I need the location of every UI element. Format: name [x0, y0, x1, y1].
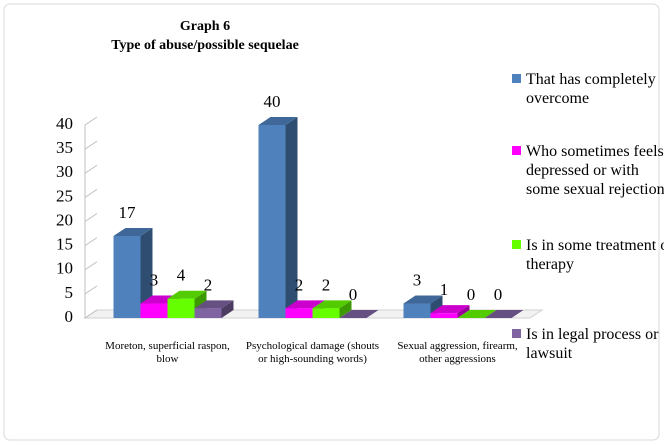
- y-tick: [84, 285, 98, 295]
- legend-swatch: [512, 329, 521, 338]
- bar: [167, 298, 195, 318]
- legend-entry: Who sometimes feels depressed or with so…: [512, 142, 664, 199]
- y-tick: [84, 140, 98, 150]
- bar-side: [457, 305, 470, 318]
- value-label: 3: [150, 270, 159, 289]
- value-label: 0: [467, 285, 476, 304]
- y-tick-label: 10: [56, 259, 73, 278]
- x-tick-label: Sexual aggression, firearm, other aggres…: [397, 340, 518, 365]
- frame: [3, 3, 660, 441]
- bar-top: [167, 290, 207, 299]
- value-label: 17: [119, 203, 137, 222]
- bar-top: [403, 295, 443, 304]
- y-tick-label: 40: [56, 114, 73, 133]
- bar: [194, 308, 222, 318]
- bar-top: [430, 305, 470, 314]
- bar-side: [140, 227, 153, 318]
- x-tick-label: Psychological damage (shouts or high-sou…: [245, 340, 380, 365]
- y-tick-label: 15: [56, 235, 73, 254]
- value-label: 2: [204, 275, 213, 294]
- value-label: 2: [295, 275, 304, 294]
- y-tick-label: 20: [56, 210, 73, 229]
- value-label: 4: [177, 266, 186, 285]
- bar-side: [285, 117, 298, 318]
- bar-top: [194, 300, 234, 309]
- legend-swatch: [512, 74, 521, 83]
- chart-subtitle: Type of abuse/possible sequelae: [111, 38, 299, 53]
- y-tick-label: 5: [65, 283, 74, 302]
- value-label: 3: [413, 270, 422, 289]
- bar: [258, 125, 286, 318]
- legend-swatch: [512, 146, 521, 155]
- y-tick-label: 30: [56, 162, 73, 181]
- x-tick-label: Moreton, superficial raspon, blow: [105, 340, 230, 365]
- y-tick: [84, 213, 98, 222]
- y-tick-label: 25: [56, 186, 73, 205]
- bar-top: [457, 310, 497, 318]
- y-tick: [84, 309, 98, 319]
- bar: [430, 313, 458, 318]
- y-tick: [84, 237, 98, 247]
- legend-entry: Is in some treatment or therapy: [512, 236, 664, 274]
- bar-top: [113, 227, 153, 236]
- y-tick-label: 35: [56, 138, 73, 157]
- bar: [312, 308, 340, 318]
- value-label: 0: [349, 285, 358, 304]
- bar: [285, 308, 313, 318]
- bar-side: [221, 300, 234, 318]
- value-label: 0: [494, 285, 503, 304]
- bar-side: [339, 300, 352, 318]
- y-tick: [84, 116, 98, 126]
- bar: [403, 303, 431, 318]
- legend-swatch: [512, 240, 521, 249]
- bar-top: [285, 300, 325, 309]
- bar-top: [312, 300, 352, 309]
- legend-label: Is in legal process or lawsuit: [526, 326, 659, 362]
- bar-top: [484, 310, 524, 318]
- legend-label: That has completely overcome: [526, 71, 656, 107]
- legend-label: Who sometimes feels depressed or with so…: [526, 143, 664, 198]
- y-tick: [84, 188, 98, 198]
- value-label: 1: [440, 280, 449, 299]
- value-label: 40: [264, 92, 281, 111]
- y-tick: [84, 164, 98, 174]
- bar-top: [258, 117, 298, 125]
- legend-entry: Is in legal process or lawsuit: [512, 325, 664, 363]
- bar: [113, 235, 141, 318]
- legend-entry: That has completely overcome: [512, 70, 664, 108]
- y-tick: [84, 261, 98, 271]
- value-label: 2: [322, 275, 331, 294]
- chart-title: Graph 6: [180, 19, 230, 34]
- y-tick-label: 0: [65, 307, 74, 326]
- bar-top: [339, 310, 379, 318]
- legend-label: Is in some treatment or therapy: [526, 237, 664, 273]
- bar: [140, 303, 168, 318]
